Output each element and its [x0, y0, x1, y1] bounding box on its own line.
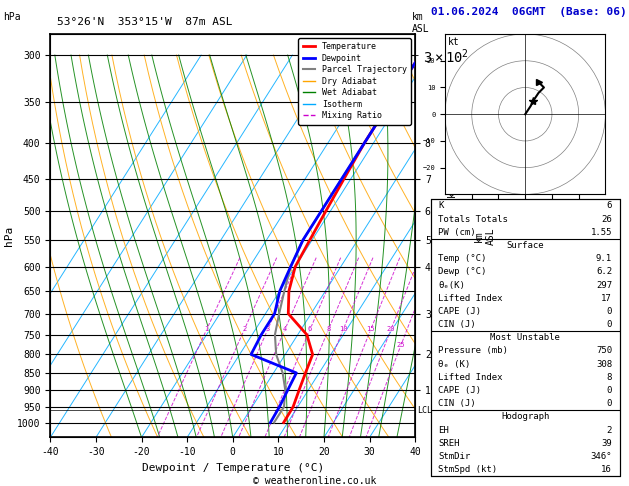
Text: 10: 10 [339, 327, 347, 332]
Text: 20: 20 [387, 327, 395, 332]
Text: 4: 4 [283, 327, 287, 332]
Text: Dewp (°C): Dewp (°C) [438, 267, 487, 277]
Text: 6.2: 6.2 [596, 267, 612, 277]
Text: Hodograph: Hodograph [501, 413, 549, 421]
Text: CAPE (J): CAPE (J) [438, 307, 481, 316]
Text: CIN (J): CIN (J) [438, 320, 476, 329]
Text: 6: 6 [308, 327, 312, 332]
Text: EH: EH [438, 426, 449, 434]
Text: 26: 26 [601, 214, 612, 224]
Text: θₑ (K): θₑ (K) [438, 360, 470, 369]
Text: 01.06.2024  06GMT  (Base: 06): 01.06.2024 06GMT (Base: 06) [431, 7, 626, 17]
Text: 297: 297 [596, 280, 612, 290]
Text: hPa: hPa [3, 12, 21, 22]
Text: 346°: 346° [591, 452, 612, 461]
Text: 308: 308 [596, 360, 612, 369]
Text: 0: 0 [606, 307, 612, 316]
FancyBboxPatch shape [431, 199, 620, 476]
Text: 9.1: 9.1 [596, 254, 612, 263]
Text: km
ASL: km ASL [412, 12, 430, 34]
Text: 15: 15 [367, 327, 375, 332]
Text: CIN (J): CIN (J) [438, 399, 476, 408]
Text: 17: 17 [601, 294, 612, 303]
Text: Lifted Index: Lifted Index [438, 373, 503, 382]
Text: CAPE (J): CAPE (J) [438, 386, 481, 395]
Text: θₑ(K): θₑ(K) [438, 280, 465, 290]
Text: Most Unstable: Most Unstable [490, 333, 560, 342]
Text: 53°26'N  353°15'W  87m ASL: 53°26'N 353°15'W 87m ASL [57, 17, 232, 27]
Text: © weatheronline.co.uk: © weatheronline.co.uk [253, 476, 376, 486]
Text: 39: 39 [601, 439, 612, 448]
Text: Lifted Index: Lifted Index [438, 294, 503, 303]
Text: Surface: Surface [506, 241, 544, 250]
Text: 25: 25 [397, 342, 406, 347]
Text: 6: 6 [606, 201, 612, 210]
Text: Totals Totals: Totals Totals [438, 214, 508, 224]
Text: 2: 2 [606, 426, 612, 434]
X-axis label: Dewpoint / Temperature (°C): Dewpoint / Temperature (°C) [142, 463, 324, 473]
Text: Temp (°C): Temp (°C) [438, 254, 487, 263]
Text: 8: 8 [326, 327, 331, 332]
Y-axis label: hPa: hPa [4, 226, 14, 246]
Text: 8: 8 [606, 373, 612, 382]
Text: 0: 0 [606, 399, 612, 408]
Legend: Temperature, Dewpoint, Parcel Trajectory, Dry Adiabat, Wet Adiabat, Isotherm, Mi: Temperature, Dewpoint, Parcel Trajectory… [299, 38, 411, 124]
Text: K: K [438, 201, 444, 210]
Text: LCL: LCL [418, 405, 432, 415]
Text: Pressure (mb): Pressure (mb) [438, 347, 508, 355]
Text: 0: 0 [606, 386, 612, 395]
Text: 1: 1 [204, 327, 209, 332]
Text: 2: 2 [242, 327, 247, 332]
Text: 3: 3 [265, 327, 270, 332]
Text: kt: kt [448, 37, 459, 47]
Y-axis label: km
ASL: km ASL [474, 227, 496, 244]
Text: PW (cm): PW (cm) [438, 228, 476, 237]
Text: StmSpd (kt): StmSpd (kt) [438, 465, 498, 474]
Text: 750: 750 [596, 347, 612, 355]
Text: 1.55: 1.55 [591, 228, 612, 237]
Text: 0: 0 [606, 320, 612, 329]
Text: 16: 16 [601, 465, 612, 474]
Text: SREH: SREH [438, 439, 460, 448]
Text: StmDir: StmDir [438, 452, 470, 461]
Text: Mixing Ratio (g/kg): Mixing Ratio (g/kg) [448, 180, 458, 292]
